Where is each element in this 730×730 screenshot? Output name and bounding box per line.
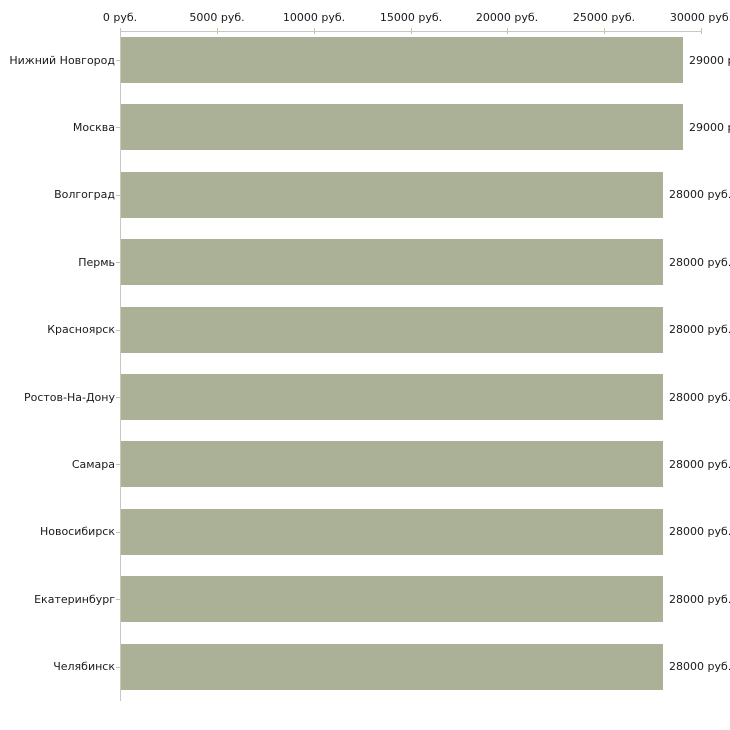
bar — [121, 239, 663, 285]
y-axis-tick — [116, 60, 120, 61]
y-axis-category-label: Нижний Новгород — [9, 54, 115, 67]
y-axis-tick — [116, 397, 120, 398]
bar-value-label: 28000 руб. — [669, 323, 730, 336]
y-axis-tick — [116, 532, 120, 533]
bar-value-label: 28000 руб. — [669, 660, 730, 673]
bar — [121, 307, 663, 353]
bar — [121, 576, 663, 622]
bar — [121, 172, 663, 218]
bar — [121, 104, 683, 150]
x-axis-line — [120, 31, 702, 32]
bar — [121, 441, 663, 487]
y-axis-tick — [116, 667, 120, 668]
y-axis-category-label: Новосибирск — [39, 525, 115, 538]
x-axis-tick-label: 10000 руб. — [282, 11, 346, 24]
x-axis-tick-label: 0 руб. — [102, 11, 138, 24]
y-axis-category-label: Пермь — [78, 256, 115, 269]
bar-value-label: 29000 руб. — [689, 54, 730, 67]
y-axis-category-label: Красноярск — [47, 323, 115, 336]
bar — [121, 37, 683, 83]
y-axis-category-label: Москва — [72, 121, 115, 134]
y-axis-tick — [116, 127, 120, 128]
bar — [121, 374, 663, 420]
x-axis-tick-label: 5000 руб. — [189, 11, 245, 24]
y-axis-tick — [116, 330, 120, 331]
y-axis-category-label: Волгоград — [54, 188, 115, 201]
y-axis-category-label: Самара — [71, 458, 115, 471]
bar — [121, 509, 663, 555]
y-axis-category-label: Ростов-На-Дону — [23, 391, 115, 404]
bar — [121, 644, 663, 690]
x-axis-tick-label: 25000 руб. — [572, 11, 636, 24]
y-axis-category-label: Челябинск — [53, 660, 115, 673]
bar-value-label: 28000 руб. — [669, 593, 730, 606]
bar-value-label: 28000 руб. — [669, 458, 730, 471]
bar-value-label: 28000 руб. — [669, 391, 730, 404]
y-axis-tick — [116, 195, 120, 196]
y-axis-tick — [116, 599, 120, 600]
x-axis-tick-label: 30000 руб. — [669, 11, 730, 24]
bar-value-label: 29000 руб. — [689, 121, 730, 134]
y-axis-tick — [116, 464, 120, 465]
y-axis-line — [120, 31, 121, 701]
x-axis-tick-label: 20000 руб. — [475, 11, 539, 24]
bar-value-label: 28000 руб. — [669, 525, 730, 538]
y-axis-tick — [116, 262, 120, 263]
y-axis-category-label: Екатеринбург — [34, 593, 115, 606]
x-axis-tick-label: 15000 руб. — [379, 11, 443, 24]
bar-value-label: 28000 руб. — [669, 256, 730, 269]
bar-value-label: 28000 руб. — [669, 188, 730, 201]
